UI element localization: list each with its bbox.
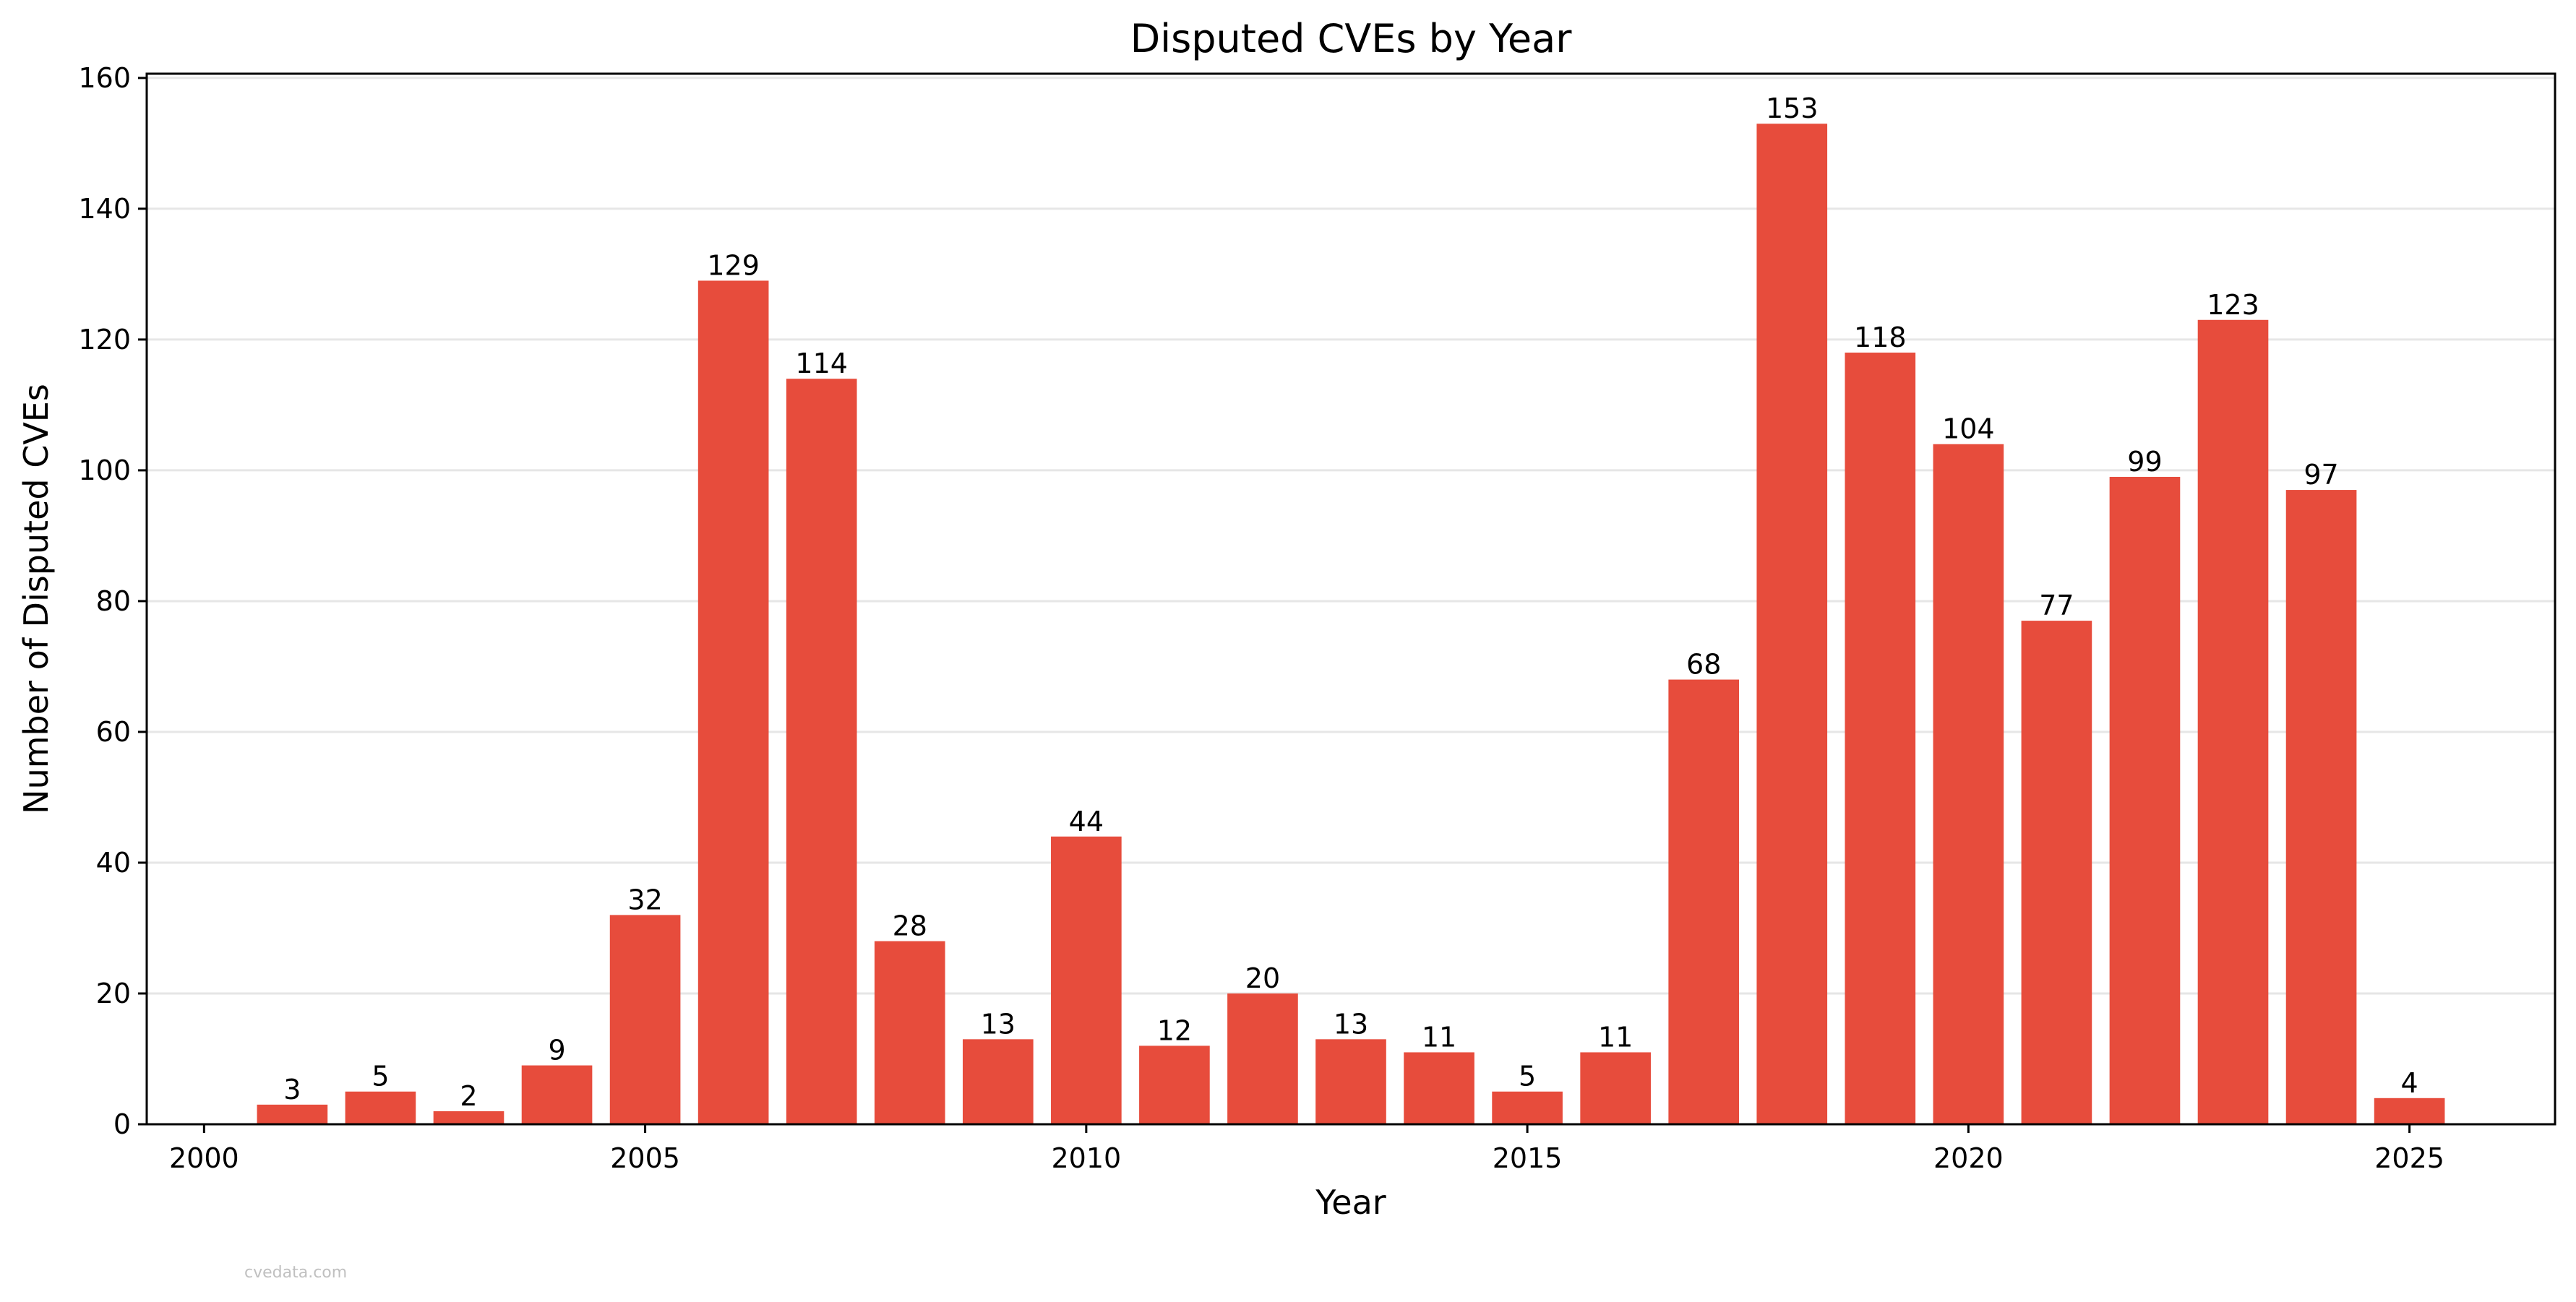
bar xyxy=(2021,621,2092,1124)
bar xyxy=(2197,319,2269,1125)
bar-value-label: 11 xyxy=(1422,1021,1456,1053)
bar xyxy=(786,379,857,1125)
bar-value-label: 13 xyxy=(1334,1008,1368,1040)
watermark: cvedata.com xyxy=(244,1264,347,1282)
bar-value-label: 5 xyxy=(1519,1061,1536,1092)
bar xyxy=(257,1104,328,1124)
y-axis-ticks: 0 20 40 60 80 100 120 140 160 xyxy=(78,62,147,1140)
x-tick-label: 2020 xyxy=(1933,1142,2004,1174)
bar-value-label: 9 xyxy=(548,1035,565,1066)
bar xyxy=(1580,1052,1651,1124)
bar xyxy=(697,280,769,1124)
bar-value-label: 32 xyxy=(627,884,662,915)
y-tick-label: 0 xyxy=(113,1108,131,1140)
bar xyxy=(962,1039,1034,1124)
bar xyxy=(874,941,945,1124)
bar xyxy=(1933,444,2004,1124)
bar-value-label: 129 xyxy=(707,249,760,281)
bars xyxy=(257,124,2445,1125)
bar xyxy=(1404,1052,1474,1124)
bar-value-label: 12 xyxy=(1157,1014,1192,1046)
bar xyxy=(345,1091,416,1124)
bar-value-label: 68 xyxy=(1686,649,1721,681)
bar-value-label: 3 xyxy=(283,1074,301,1105)
plot-frame xyxy=(145,72,2556,1126)
y-axis-label: Number of Disputed CVEs xyxy=(17,384,56,814)
bar-value-label: 11 xyxy=(1598,1021,1633,1053)
bar xyxy=(609,915,681,1124)
y-tick-label: 160 xyxy=(78,62,131,94)
bar-value-label: 13 xyxy=(981,1008,1016,1040)
bar-value-label: 20 xyxy=(1245,962,1280,994)
y-tick-label: 80 xyxy=(96,585,131,617)
bar-value-label: 99 xyxy=(2127,446,2162,478)
x-tick-label: 2015 xyxy=(1493,1142,1563,1174)
bar xyxy=(2285,490,2357,1124)
bar xyxy=(1492,1091,1563,1124)
bar-value-label: 28 xyxy=(893,910,927,942)
y-tick-label: 100 xyxy=(78,454,131,486)
data-labels: 3 5 2 9 32 129 114 28 13 44 12 20 13 11 5 11 68 153 118 104… xyxy=(283,92,2418,1112)
bar-value-label: 97 xyxy=(2304,459,2338,491)
x-tick-label: 2025 xyxy=(2374,1142,2444,1174)
bar xyxy=(1315,1039,1386,1124)
bar-value-label: 2 xyxy=(460,1080,477,1112)
y-tick-label: 60 xyxy=(96,716,131,748)
bar-value-label: 4 xyxy=(2401,1067,2418,1099)
bar xyxy=(2109,476,2181,1124)
x-tick-label: 2000 xyxy=(169,1142,239,1174)
grid-lines xyxy=(147,77,2555,995)
y-tick-label: 120 xyxy=(78,324,131,355)
bar xyxy=(1139,1046,1210,1124)
bar-value-label: 5 xyxy=(372,1061,389,1092)
x-tick-label: 2010 xyxy=(1051,1142,1121,1174)
bar-value-label: 77 xyxy=(2039,590,2074,621)
y-tick-label: 140 xyxy=(78,193,131,225)
bar xyxy=(1227,993,1298,1124)
bar xyxy=(1668,679,1740,1124)
bar xyxy=(1756,124,1828,1125)
x-tick-label: 2005 xyxy=(610,1142,680,1174)
bar xyxy=(1051,836,1122,1124)
bar-value-label: 118 xyxy=(1854,322,1907,353)
bar-value-label: 123 xyxy=(2207,289,2259,321)
bar xyxy=(2374,1098,2445,1124)
bar xyxy=(1845,353,1916,1125)
bar-value-label: 104 xyxy=(1942,413,1995,445)
y-tick-label: 40 xyxy=(96,847,131,879)
y-tick-label: 20 xyxy=(96,978,131,1009)
bar-value-label: 44 xyxy=(1069,806,1104,837)
bar xyxy=(521,1065,593,1124)
bar xyxy=(433,1111,505,1124)
bar-value-label: 153 xyxy=(1766,92,1819,124)
bar-value-label: 114 xyxy=(795,348,848,379)
x-axis-ticks: 2000 2005 2010 2015 2020 2025 xyxy=(169,1124,2444,1174)
x-axis-label: Year xyxy=(1315,1183,1386,1222)
chart-title: Disputed CVEs by Year xyxy=(1130,16,1573,61)
